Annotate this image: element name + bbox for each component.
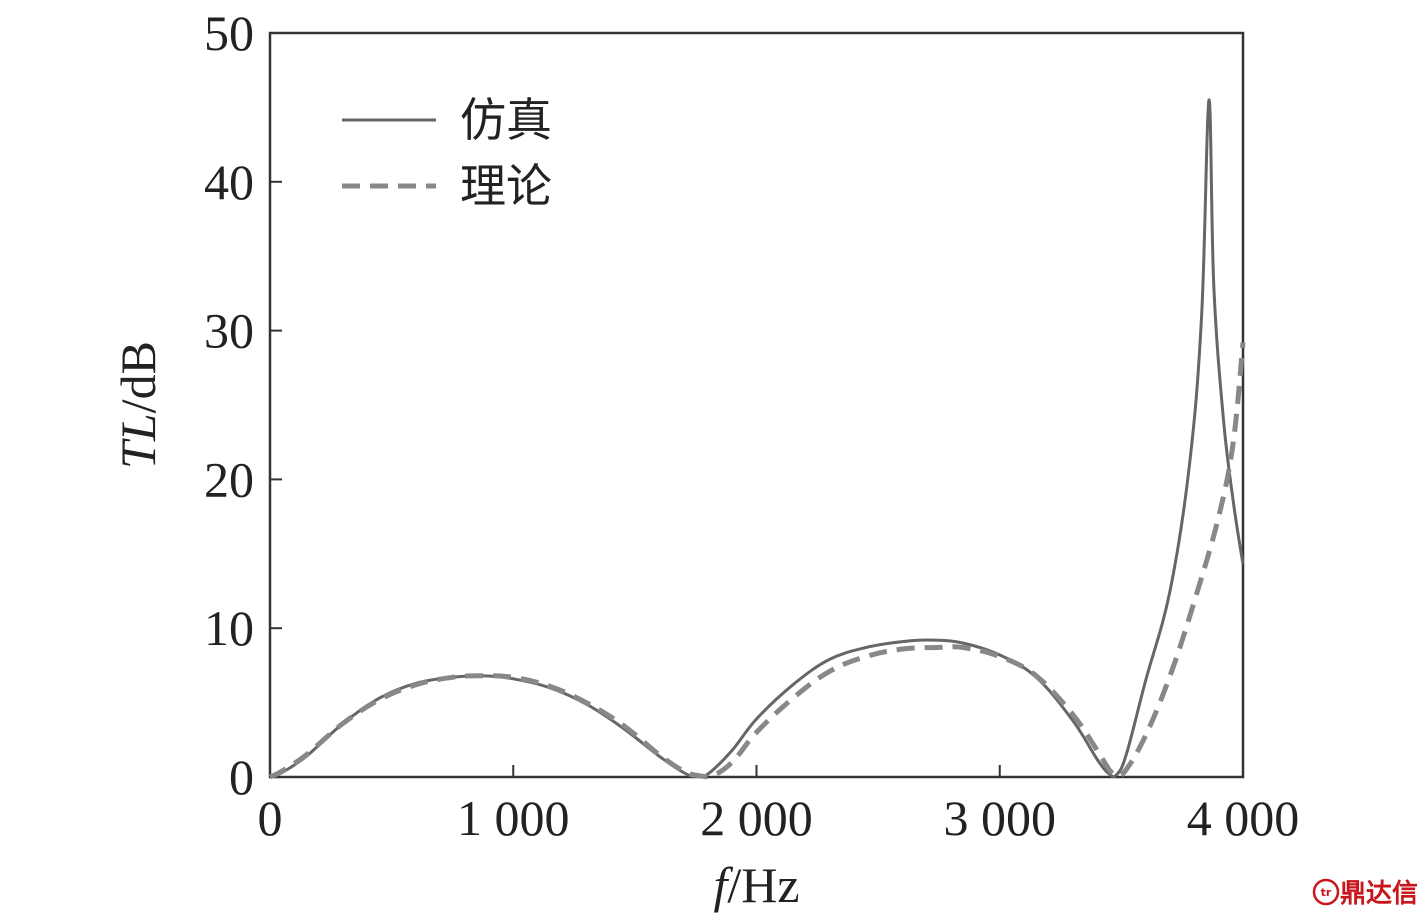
x-axis-label-unit: /Hz xyxy=(727,857,799,913)
x-tick-label-2: 2 000 xyxy=(700,790,813,846)
y-axis-label: TL/dB xyxy=(110,341,166,469)
watermark-text: 鼎达信 xyxy=(1340,879,1417,909)
y-tick-label-2: 20 xyxy=(204,451,254,507)
y-axis-label-symbol: TL xyxy=(110,413,166,469)
x-tick-label-3: 3 000 xyxy=(944,790,1057,846)
y-tick-label-4: 40 xyxy=(204,154,254,210)
legend: 仿真 理论 xyxy=(342,93,552,213)
y-tick-label-1: 10 xyxy=(204,600,254,656)
plot-frame xyxy=(268,31,1245,779)
x-axis-label: f/Hz xyxy=(713,857,799,913)
plot-frame-group xyxy=(268,31,1245,779)
y-tick-label-0: 0 xyxy=(229,749,254,805)
watermark-logo: tr 鼎达信 xyxy=(1312,878,1417,909)
axis-tick-labels: 0 1 000 2 000 3 000 4 000 0 10 20 30 40 50 xyxy=(204,5,1299,846)
legend-label-sim: 仿真 xyxy=(460,93,552,147)
series-lines xyxy=(268,98,1246,780)
watermark-badge-icon xyxy=(1312,878,1340,906)
x-tick-label-4: 4 000 xyxy=(1187,790,1300,846)
y-tick-label-5: 50 xyxy=(204,5,254,61)
x-tick-label-1: 1 000 xyxy=(457,790,570,846)
y-tick-label-3: 30 xyxy=(204,303,254,359)
series-line-simulation xyxy=(269,98,1245,779)
watermark-badge-text: tr xyxy=(1321,886,1332,899)
series-line-theory xyxy=(268,342,1246,780)
x-tick-label-0: 0 xyxy=(258,790,283,846)
y-axis-label-unit: /dB xyxy=(110,341,166,413)
axis-ticks xyxy=(269,32,1244,778)
legend-label-theory: 理论 xyxy=(460,159,552,213)
